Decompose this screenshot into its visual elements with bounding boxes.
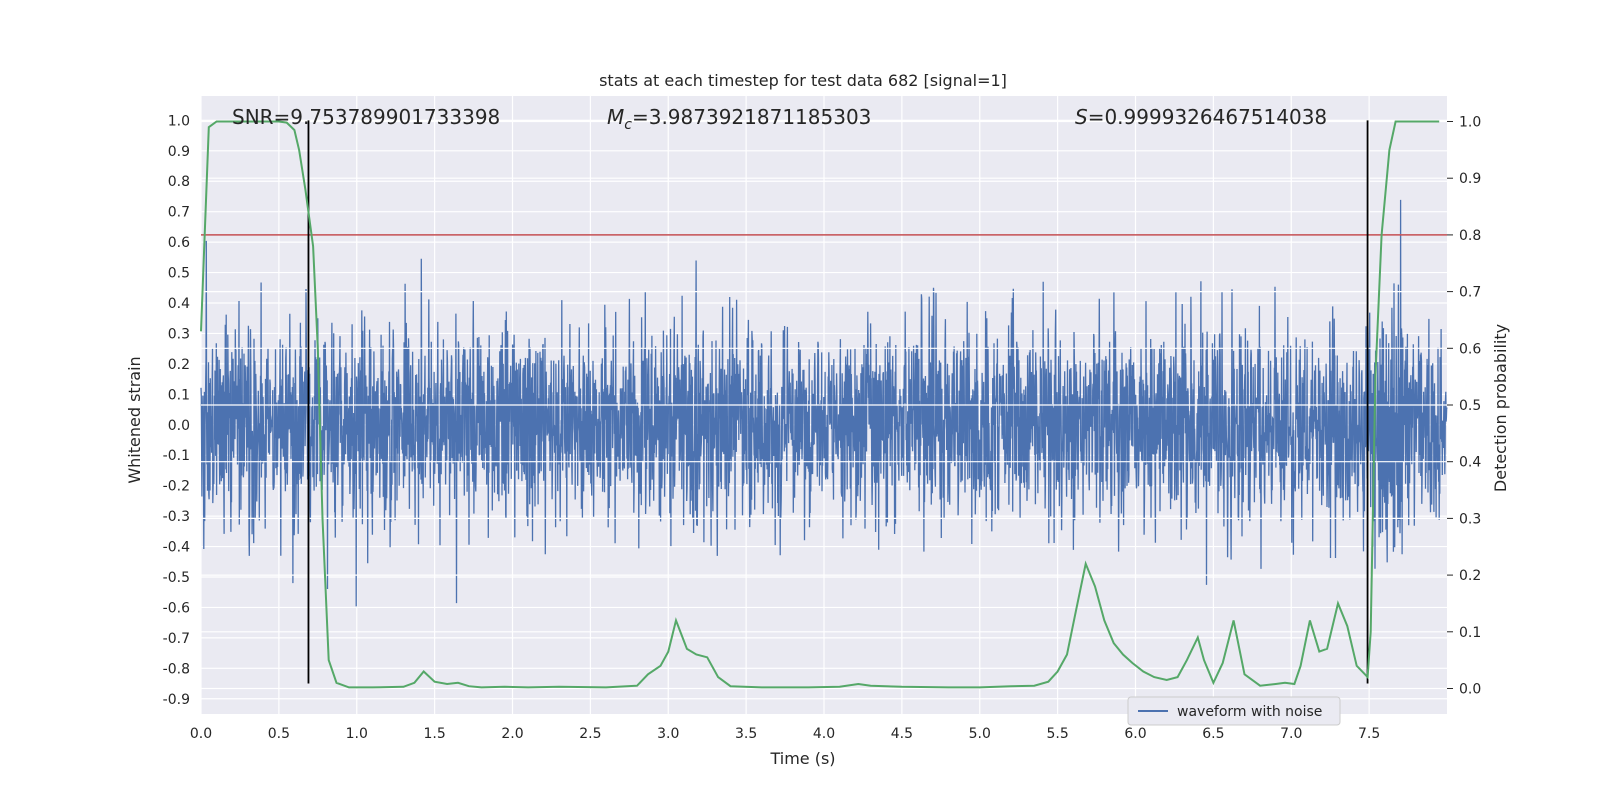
y-tick-label: 1.0: [168, 113, 190, 129]
axes: 0.0 0.5 1.0 1.5 2.0 2.5 3.0 3.5 4.0 4.5 5.0 5.5 6.0 6…: [163, 113, 1482, 742]
y-tick-label: 0.5: [168, 266, 190, 282]
x-tick-label: 3.5: [735, 726, 757, 742]
x-tick-label: 4.0: [813, 726, 835, 742]
score-annotation: S=0.9999326467514038: [1075, 105, 1327, 129]
x-tick-label: 2.5: [579, 726, 601, 742]
x-tick-label: 1.0: [346, 726, 368, 742]
chart-title: stats at each timestep for test data 682…: [599, 71, 1007, 90]
waveform-line: [200, 199, 1448, 607]
y-tick-label: 0.8: [168, 174, 190, 190]
legend: waveform with noise: [1127, 696, 1341, 726]
y2-tick-label: 0.2: [1459, 568, 1481, 584]
y-tick-label: 0.2: [168, 357, 190, 373]
legend-box: [1127, 696, 1341, 726]
chirp-mass-subscript: c: [624, 117, 632, 133]
y2-axis-label: Detection probability: [1491, 324, 1510, 492]
y2-tick-label: 0.8: [1459, 228, 1481, 244]
y-tick-label: -0.9: [163, 692, 190, 708]
y2-tick-label: 0.5: [1459, 398, 1481, 414]
y-tick-label: -0.5: [163, 570, 190, 586]
y2-tick-label: 0.3: [1459, 511, 1481, 527]
detection-probability-line: [200, 120, 1440, 689]
x-tick-label: 2.0: [501, 726, 523, 742]
waveform-series: [200, 199, 1448, 607]
y-tick-label: 0.1: [168, 387, 190, 403]
y-tick-label: -0.2: [163, 479, 190, 495]
y-tick-label: -0.7: [163, 631, 190, 647]
y-tick-label: 0.3: [168, 326, 190, 342]
x-axis-label: Time (s): [769, 749, 835, 768]
chirp-mass-annotation: Mc=3.9873921871185303: [607, 105, 871, 133]
x-tick-label: 6.0: [1124, 726, 1146, 742]
y2-tick-label: 0.9: [1459, 171, 1481, 187]
y-tick-label: 0.9: [168, 144, 190, 160]
y-tick-label: -0.8: [163, 661, 190, 677]
x-tick-label: 4.5: [891, 726, 913, 742]
y-tick-label: 0.0: [168, 418, 190, 434]
x-tick-label: 3.0: [657, 726, 679, 742]
y2-tick-label: 1.0: [1459, 115, 1481, 131]
y-tick-label: 0.4: [168, 296, 190, 312]
y2-tick-label: 0.7: [1459, 285, 1481, 301]
y-tick-label: 0.6: [168, 235, 190, 251]
x-tick-label: 0.5: [268, 726, 290, 742]
legend-entry: waveform with noise: [1177, 704, 1322, 720]
y-tick-label: -0.4: [163, 540, 190, 556]
overlays: [200, 120, 1447, 690]
x-tick-label: 7.0: [1280, 726, 1302, 742]
x-tick-label: 1.5: [423, 726, 445, 742]
score-symbol: S: [1075, 105, 1088, 129]
x-tick-label: 5.5: [1046, 726, 1068, 742]
y-tick-label: -0.3: [163, 509, 190, 525]
y-tick-label: 0.7: [168, 205, 190, 221]
score-value: =0.9999326467514038: [1088, 105, 1327, 129]
snr-annotation: SNR=9.753789901733398: [232, 105, 500, 129]
y-tick-label: -0.6: [163, 600, 190, 616]
y2-tick-label: 0.0: [1459, 681, 1481, 697]
x-tick-label: 0.0: [190, 726, 212, 742]
y-axis-label: Whitened strain: [125, 356, 144, 483]
chirp-mass-symbol: M: [607, 105, 624, 129]
y2-tick-label: 0.4: [1459, 455, 1481, 471]
x-tick-label: 5.0: [969, 726, 991, 742]
y2-tick-label: 0.6: [1459, 341, 1481, 357]
y-tick-label: -0.1: [163, 448, 190, 464]
x-tick-label: 6.5: [1202, 726, 1224, 742]
x-tick-label: 7.5: [1358, 726, 1380, 742]
chirp-mass-value: =3.9873921871185303: [632, 105, 871, 129]
y2-tick-label: 0.1: [1459, 625, 1481, 641]
